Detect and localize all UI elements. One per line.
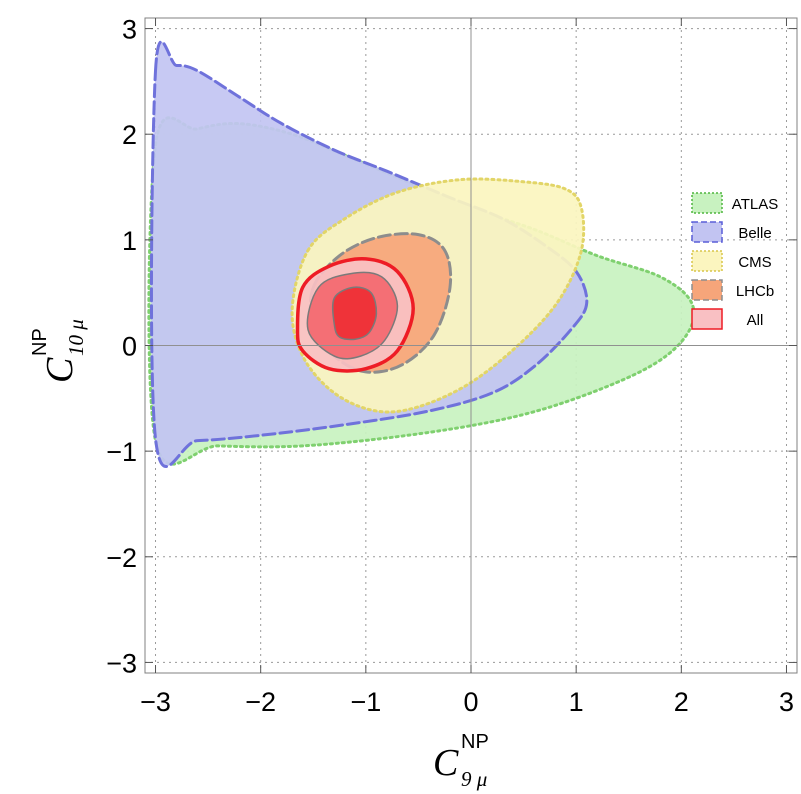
- x-tick-label: −2: [245, 687, 276, 717]
- x-axis-label: C NP 9 μ: [433, 731, 489, 791]
- y-tick-label: −3: [106, 648, 137, 678]
- x-tick-label: 3: [779, 687, 794, 717]
- legend-label: Belle: [738, 225, 771, 242]
- y-tick-label: 0: [122, 332, 137, 362]
- legend-swatch: [691, 192, 723, 214]
- legend-item-all: All: [691, 308, 764, 330]
- x-tick-label: 2: [674, 687, 689, 717]
- legend-label: ATLAS: [732, 196, 778, 213]
- tick-marks: −3 −2 −1 0 1 2 3 −3 −2 −1 0 1 2 3: [106, 15, 797, 717]
- legend-swatch: [691, 221, 723, 243]
- y-axis-label: C NP 10 μ: [29, 319, 88, 383]
- y-tick-label: −2: [106, 543, 137, 573]
- legend-label: LHCb: [736, 283, 774, 300]
- region-all-inner-2: [331, 286, 378, 341]
- legend-swatch: [691, 308, 723, 330]
- confidence-regions: [147, 40, 696, 469]
- legend-label: All: [747, 312, 764, 329]
- x-tick-label: 0: [463, 687, 478, 717]
- x-axis-label-sup: NP: [461, 731, 489, 753]
- y-tick-label: 2: [122, 120, 137, 150]
- y-axis-label-main: C: [39, 357, 81, 383]
- y-tick-label: 1: [122, 226, 137, 256]
- legend-item-lhcb: LHCb: [691, 279, 774, 301]
- y-axis-label-sub: 10 μ: [64, 319, 88, 356]
- legend-swatch: [691, 279, 723, 301]
- x-axis-label-sub: 9 μ: [461, 767, 487, 791]
- x-tick-label: −1: [350, 687, 381, 717]
- y-tick-label: 3: [122, 15, 137, 45]
- legend-item-belle: Belle: [691, 221, 772, 243]
- legend: ATLAS Belle CMS LHCb All: [691, 192, 778, 330]
- y-tick-label: −1: [106, 437, 137, 467]
- legend-swatch: [691, 250, 723, 272]
- x-tick-label: −3: [140, 687, 171, 717]
- legend-item-atlas: ATLAS: [691, 192, 778, 214]
- legend-item-cms: CMS: [691, 250, 772, 272]
- x-axis-label-main: C: [433, 742, 459, 784]
- x-tick-label: 1: [569, 687, 584, 717]
- axes-zero-lines: [145, 18, 797, 673]
- legend-label: CMS: [738, 254, 771, 271]
- y-axis-label-sup: NP: [29, 328, 51, 356]
